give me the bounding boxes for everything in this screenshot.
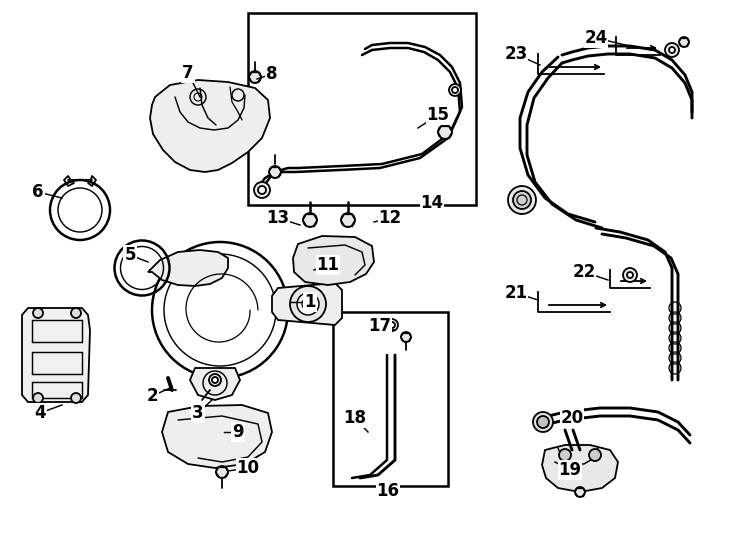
Text: 8: 8 [266,65,277,83]
Circle shape [401,332,411,342]
Circle shape [33,308,43,318]
Circle shape [71,393,81,403]
Text: 14: 14 [421,194,443,212]
Text: 15: 15 [426,106,449,124]
Text: 12: 12 [379,209,401,227]
Circle shape [623,268,637,282]
Text: 7: 7 [182,64,194,82]
Text: 20: 20 [561,409,584,427]
Bar [32,320,82,342]
Text: 10: 10 [236,459,260,477]
Polygon shape [148,250,228,286]
Circle shape [71,308,81,318]
Bar [248,13,476,205]
Circle shape [589,449,601,461]
Polygon shape [293,236,374,285]
Circle shape [533,412,553,432]
Circle shape [513,191,531,209]
Text: 3: 3 [192,404,204,422]
Circle shape [438,125,452,139]
Circle shape [627,272,633,278]
Circle shape [389,322,395,328]
Polygon shape [190,368,240,400]
Circle shape [508,186,536,214]
Circle shape [290,286,326,322]
Text: 22: 22 [573,263,595,281]
Circle shape [216,466,228,478]
Bar [32,352,82,374]
Circle shape [665,43,679,57]
Polygon shape [150,80,270,172]
Polygon shape [272,283,342,325]
Circle shape [452,87,458,93]
Text: 16: 16 [377,482,399,500]
Text: 14: 14 [421,194,443,212]
Circle shape [559,449,571,461]
Text: 11: 11 [316,256,340,274]
Text: 6: 6 [32,183,44,201]
Bar [32,382,82,398]
Circle shape [209,374,221,386]
Text: 16: 16 [377,482,399,500]
Circle shape [269,166,281,178]
Circle shape [679,37,689,47]
Text: 18: 18 [344,409,366,427]
Circle shape [212,377,218,383]
Circle shape [669,47,675,53]
Text: 19: 19 [559,461,581,479]
Text: 23: 23 [504,45,528,63]
Polygon shape [162,405,272,468]
Circle shape [254,182,270,198]
Text: 4: 4 [34,404,46,422]
Circle shape [449,84,461,96]
Text: 5: 5 [124,246,136,264]
Polygon shape [22,308,90,402]
Text: 24: 24 [584,29,608,47]
Text: 9: 9 [232,423,244,441]
Text: 21: 21 [504,284,528,302]
Circle shape [297,293,319,315]
Bar [333,312,448,486]
Circle shape [386,319,398,331]
Text: 1: 1 [305,293,316,311]
Circle shape [575,487,585,497]
Circle shape [303,213,317,227]
Circle shape [341,213,355,227]
Circle shape [258,186,266,194]
Circle shape [537,416,549,428]
Text: 2: 2 [146,387,158,405]
Circle shape [33,393,43,403]
Polygon shape [542,445,618,492]
Text: 13: 13 [266,209,289,227]
Circle shape [249,71,261,83]
Text: 17: 17 [368,317,391,335]
